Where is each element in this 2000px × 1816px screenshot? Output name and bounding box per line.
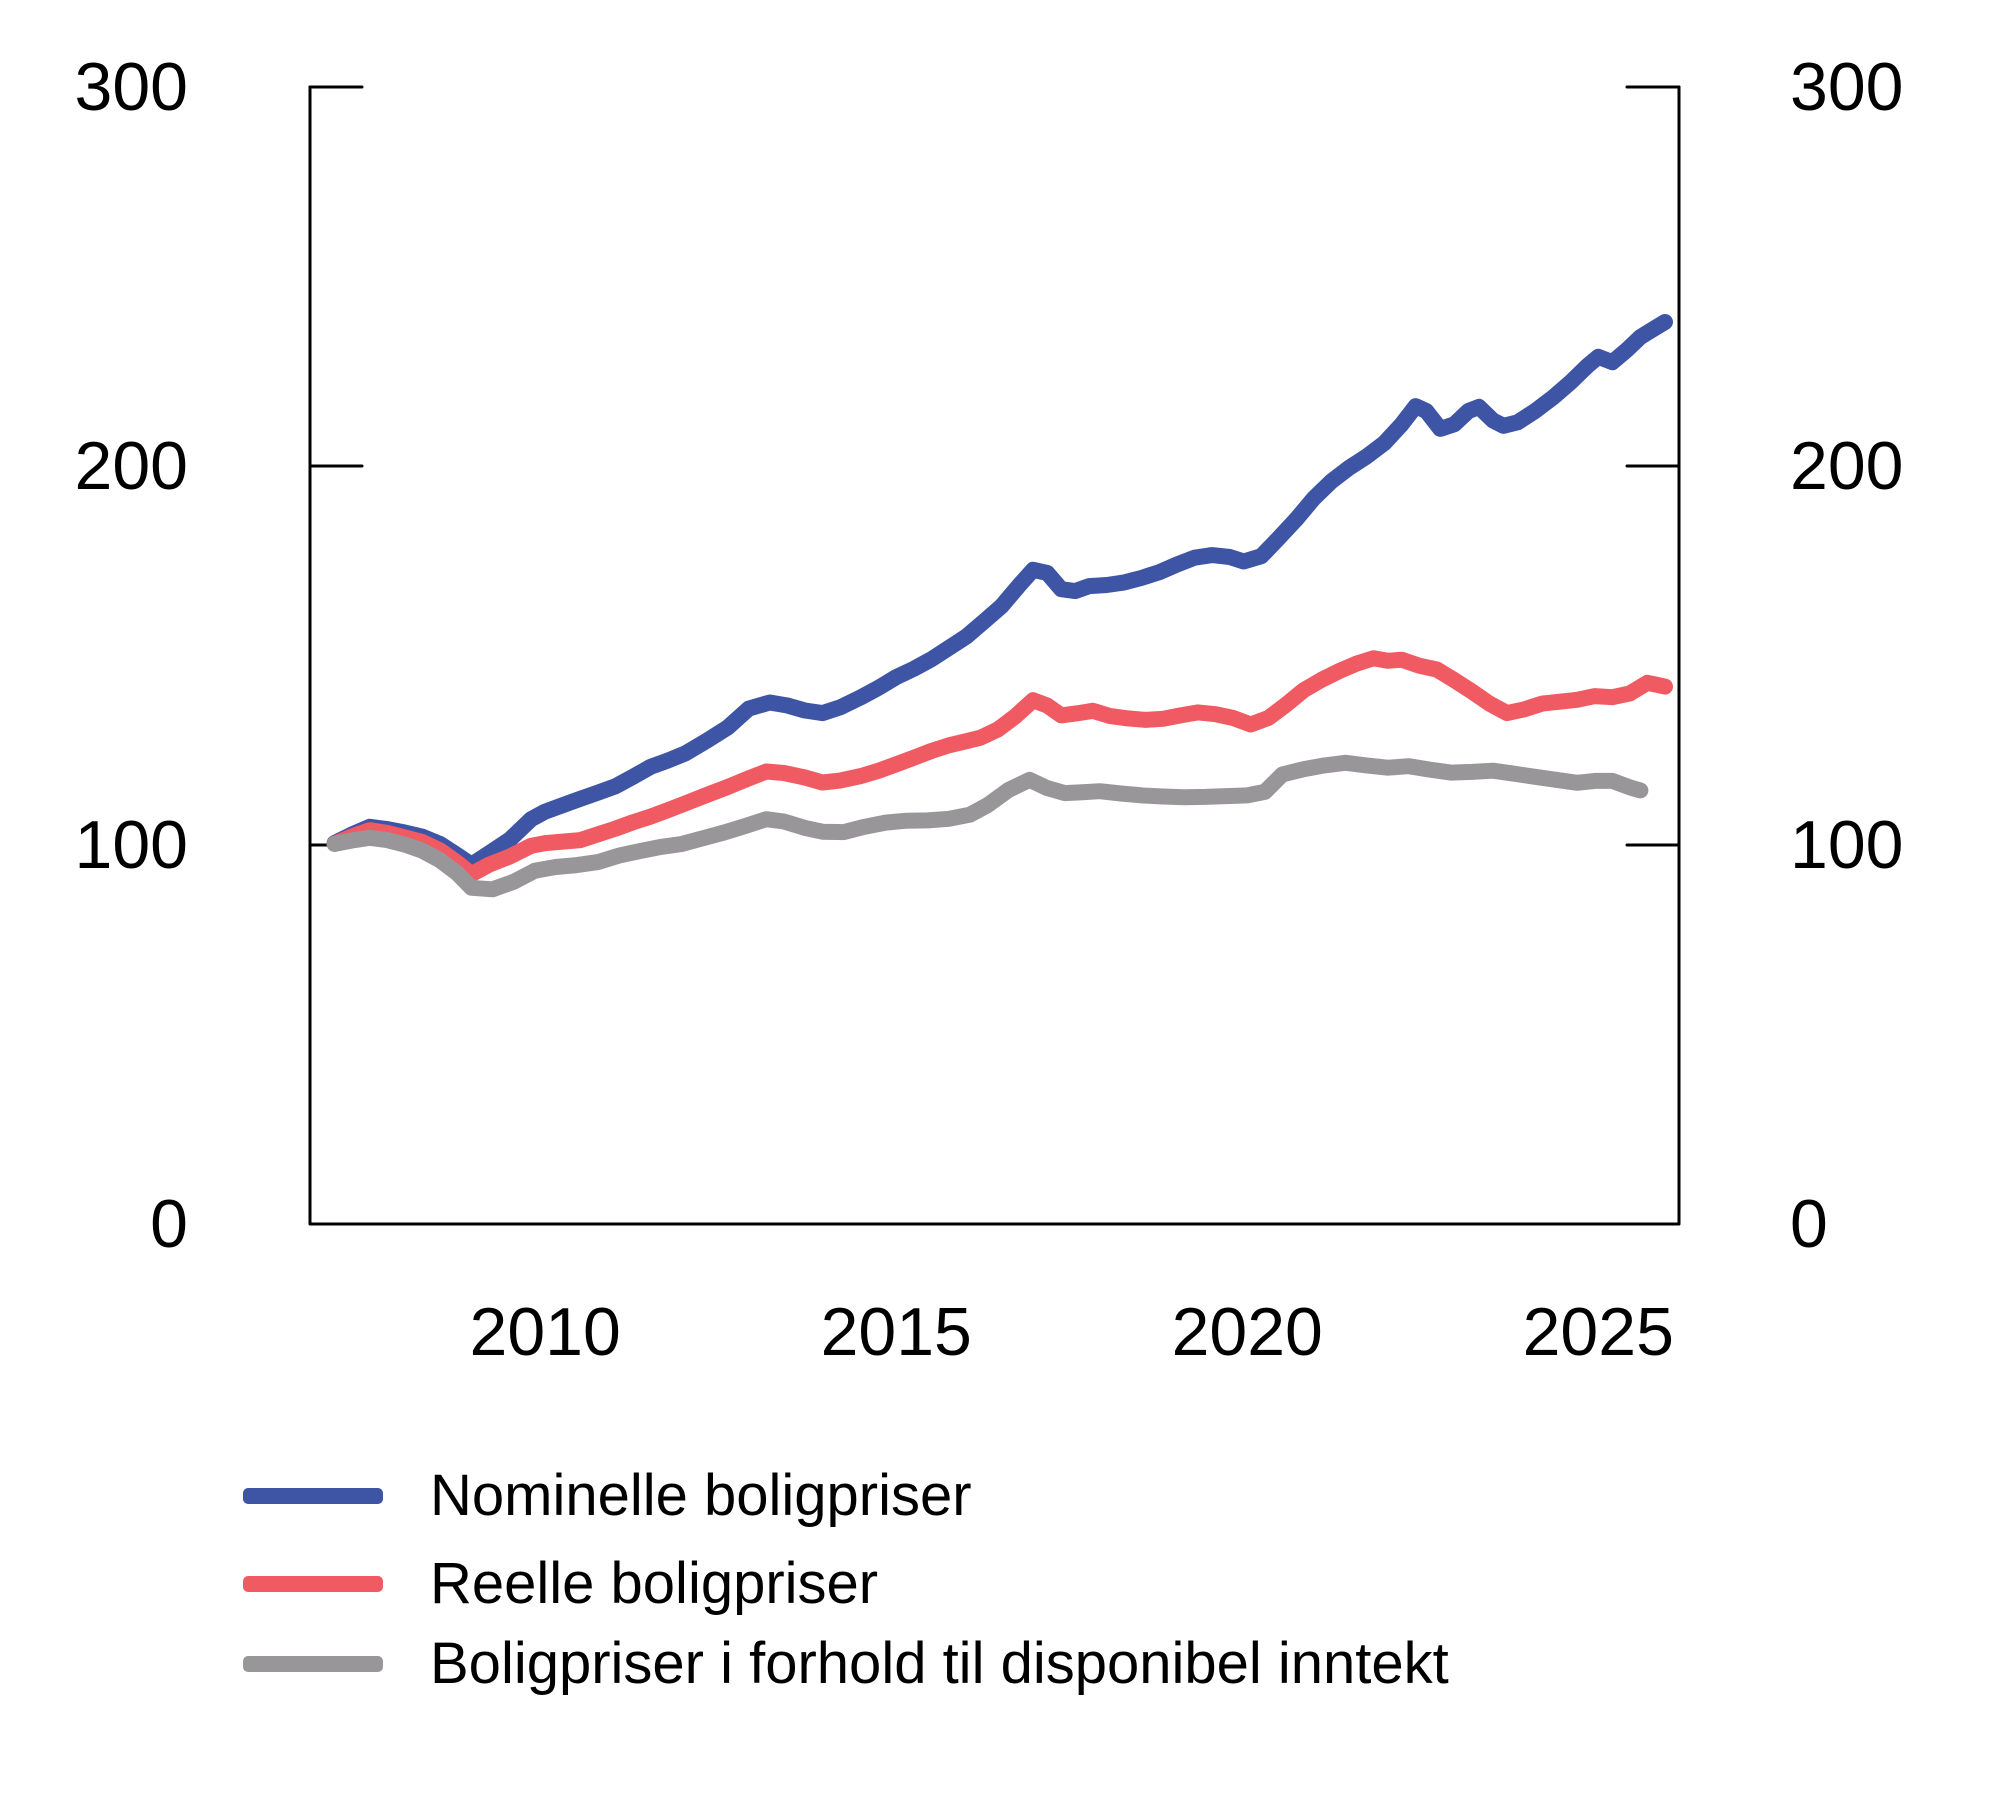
series-line-2	[326, 754, 1649, 898]
y-tick-label-right-0: 0	[1790, 1186, 1828, 1262]
series-line-1	[326, 650, 1673, 883]
x-tick-label-2025: 2025	[1522, 1294, 1674, 1370]
x-tick-label-2015: 2015	[820, 1294, 972, 1370]
y-tick-label-left-0: 0	[150, 1186, 188, 1262]
x-tick-label-2010: 2010	[469, 1294, 621, 1370]
series-line-0	[326, 314, 1673, 873]
y-tick-label-right-300: 300	[1790, 49, 1904, 125]
y-tick-label-right-200: 200	[1790, 428, 1904, 504]
y-tick-label-left-200: 200	[74, 428, 188, 504]
y-tick-label-left-300: 300	[74, 49, 188, 125]
axis-frame	[308, 85, 1681, 1226]
x-tick-label-2020: 2020	[1171, 1294, 1323, 1370]
y-tick-label-right-100: 100	[1790, 807, 1904, 883]
y-tick-label-left-100: 100	[74, 807, 188, 883]
